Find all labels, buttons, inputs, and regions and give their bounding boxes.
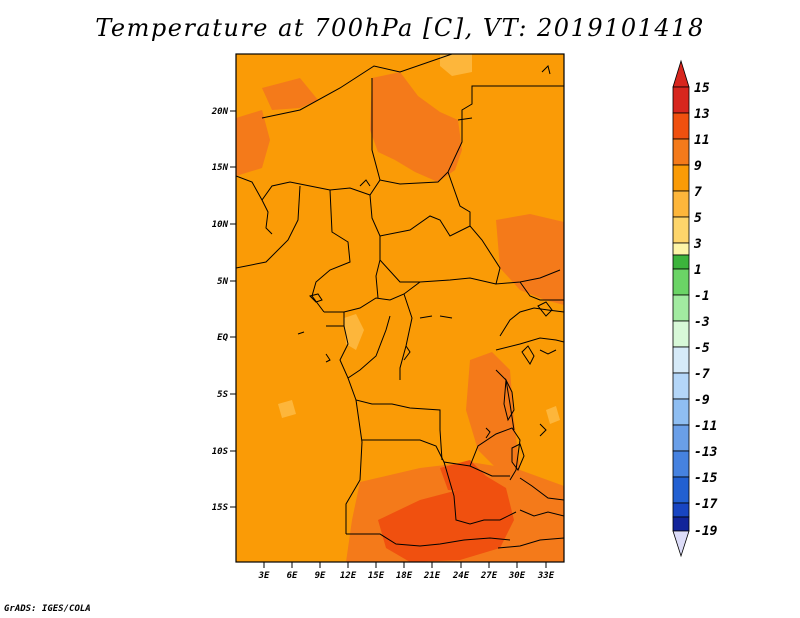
colorbar-cell xyxy=(672,294,690,322)
colorbar-cell xyxy=(672,398,690,426)
colorbar-cells xyxy=(672,86,690,532)
lat-label: 5N xyxy=(217,277,228,287)
map-frame xyxy=(235,53,565,563)
colorbar-label: 13 xyxy=(694,107,710,122)
lat-label: 20N xyxy=(211,107,229,117)
lon-label: 15E xyxy=(368,571,385,581)
grads-credit: GrADS: IGES/COLA xyxy=(4,604,91,614)
lon-label: 6E xyxy=(287,571,298,581)
warm-region-sahara-north xyxy=(370,72,462,182)
colorbar-label: -11 xyxy=(694,419,717,434)
warm-region-nw-corner xyxy=(262,78,318,110)
colorbar-label: 15 xyxy=(694,81,710,96)
lat-label: 15N xyxy=(212,163,229,173)
colorbar-label: -9 xyxy=(694,393,710,408)
colorbar-cell xyxy=(672,112,690,140)
colorbar-cell xyxy=(672,424,690,452)
warm-region-west-sahara xyxy=(236,110,270,176)
cool-region-lake xyxy=(546,406,560,424)
lat-label: EQ xyxy=(217,333,228,343)
cool-region-gabon xyxy=(344,314,364,350)
colorbar-cell xyxy=(672,268,690,296)
colorbar-label: 1 xyxy=(694,263,702,278)
longitude-axis: 3E 6E 9E 12E 15E 18E 21E 24E 27E 30E 33E xyxy=(258,562,555,581)
lon-label: 21E xyxy=(423,571,441,581)
colorbar-label: -5 xyxy=(694,341,710,356)
lon-label: 33E xyxy=(537,571,555,581)
colorbar-cell xyxy=(672,476,690,504)
colorbar-label: 9 xyxy=(694,159,702,174)
lat-label: 10N xyxy=(212,220,229,230)
colorbar-label: -1 xyxy=(694,289,710,304)
lat-label: 5S xyxy=(217,390,228,400)
colorbar-cell xyxy=(672,502,690,518)
colorbar-top-arrow xyxy=(672,59,690,88)
colorbar-label: -19 xyxy=(694,524,718,539)
colorbar-label: 5 xyxy=(694,211,702,226)
colorbar-cell xyxy=(672,216,690,244)
colorbar-label: 3 xyxy=(693,237,702,252)
chart-title: Temperature at 700hPa [C], VT: 201910141… xyxy=(95,14,705,42)
colorbar-label: -3 xyxy=(694,315,710,330)
colorbar-cell xyxy=(672,346,690,374)
colorbar-cell xyxy=(672,138,690,166)
colorbar-cell xyxy=(672,372,690,400)
colorbar-label: -15 xyxy=(694,471,718,486)
colorbar-labels: 15 13 11 9 7 5 3 1 -1 -3 -5 -7 -9 -11 -1… xyxy=(693,81,718,539)
colorbar-label: -17 xyxy=(694,497,718,512)
colorbar-label: 11 xyxy=(694,133,710,148)
hot-region-kalahari xyxy=(378,476,514,562)
lon-label: 24E xyxy=(452,571,470,581)
colorbar-cell xyxy=(672,242,690,256)
colorbar-bottom-arrow xyxy=(672,530,690,558)
lon-label: 27E xyxy=(480,571,498,581)
colorbar-cell xyxy=(672,450,690,478)
colorbar-label: -13 xyxy=(694,445,718,460)
lon-label: 12E xyxy=(340,571,357,581)
colorbar-label: -7 xyxy=(694,367,710,382)
lon-label: 18E xyxy=(396,571,413,581)
country-boundaries xyxy=(236,54,564,549)
colorbar: 15 13 11 9 7 5 3 1 -1 -3 -5 -7 -9 -11 -1… xyxy=(672,59,718,558)
latitude-axis: 20N 15N 10N 5N EQ 5S 10S 15S xyxy=(211,107,236,513)
cool-region-north xyxy=(440,54,472,76)
lat-label: 10S xyxy=(212,447,229,457)
lat-label: 15S xyxy=(212,503,229,513)
colorbar-cell xyxy=(672,254,690,270)
lon-label: 30E xyxy=(508,571,526,581)
temperature-field xyxy=(236,54,564,562)
lon-label: 3E xyxy=(258,571,270,581)
lon-label: 9E xyxy=(315,571,326,581)
colorbar-cell xyxy=(672,164,690,192)
colorbar-cell xyxy=(672,86,690,114)
colorbar-label: 7 xyxy=(694,185,702,200)
colorbar-cell xyxy=(672,320,690,348)
hot-region-east-south xyxy=(440,460,488,492)
cool-region-south-coast xyxy=(278,400,296,418)
colorbar-cell xyxy=(672,190,690,218)
colorbar-cell xyxy=(672,516,690,532)
